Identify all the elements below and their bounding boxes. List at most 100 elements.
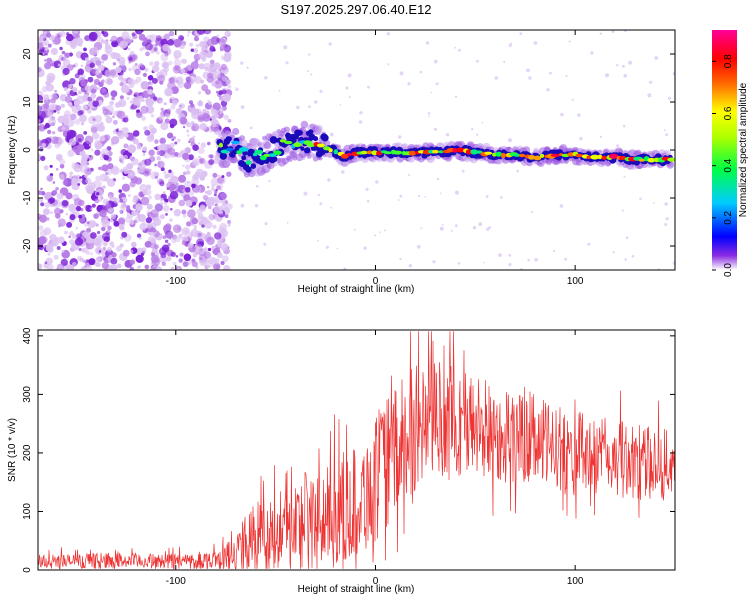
heatmap-noise-blob: [187, 30, 191, 34]
heatmap-noise-blob: [90, 148, 94, 152]
heatmap-noise-blob: [197, 100, 204, 107]
heatmap-noise-blob: [38, 190, 43, 195]
heatmap-noise-blob: [158, 99, 163, 104]
heatmap-noise-blob: [187, 242, 194, 249]
heatmap-noise-blob: [206, 264, 210, 268]
heatmap-noise-blob: [111, 40, 119, 48]
heatmap-ridge-peak: [608, 153, 619, 159]
heatmap-noise-blob: [191, 123, 200, 132]
heatmap-noise-blob: [84, 85, 91, 92]
heatmap-noise-blob: [87, 76, 94, 83]
heatmap-noise-blob: [101, 262, 109, 270]
colorbar-tick-label: 0.6: [723, 106, 734, 120]
heatmap-noise-blob: [44, 59, 47, 62]
heatmap-noise-blob: [111, 96, 115, 101]
heatmap-noise-blob: [213, 193, 217, 197]
heatmap-noise-blob: [44, 261, 48, 265]
heatmap-noise-blob: [207, 99, 210, 103]
heatmap-ridge-core: [226, 136, 232, 142]
heatmap-faint-dot: [407, 82, 411, 86]
heatmap-faint-dot: [639, 197, 642, 201]
heatmap-faint-dot: [533, 41, 538, 45]
heatmap-noise-blob: [46, 83, 54, 92]
heatmap-noise-blob: [134, 216, 141, 223]
heatmap-noise-blob: [88, 144, 92, 147]
heatmap-noise-blob: [150, 209, 159, 218]
heatmap-noise-blob: [139, 47, 144, 52]
heatmap-noise-blob: [190, 61, 199, 70]
heatmap-noise-blob: [182, 261, 189, 267]
heatmap-noise-blob: [139, 184, 148, 192]
heatmap-noise-blob: [124, 35, 132, 44]
heatmap-noise-blob: [93, 179, 102, 189]
heatmap-ridge-core: [297, 129, 303, 136]
heatmap-noise-blob: [101, 30, 105, 35]
heatmap-noise-blob: [47, 129, 52, 135]
heatmap-noise-blob: [84, 234, 88, 238]
heatmap-noise-blob: [214, 232, 222, 240]
heatmap-noise-blob: [99, 209, 107, 218]
heatmap-noise-blob: [83, 93, 89, 100]
heatmap-noise-blob: [119, 95, 124, 100]
heatmap-faint-dot: [527, 259, 530, 262]
heatmap-noise-blob: [130, 172, 134, 176]
heatmap-noise-blob: [55, 187, 59, 191]
heatmap-ridge-halo: [300, 120, 309, 129]
heatmap-faint-dot: [476, 133, 479, 136]
heatmap-faint-dot: [353, 228, 356, 231]
heatmap-noise-blob: [216, 185, 221, 190]
heatmap-noise-blob: [142, 146, 148, 152]
heatmap-noise-blob: [158, 115, 165, 121]
heatmap-noise-blob: [194, 36, 199, 42]
heatmap-noise-blob: [40, 187, 43, 191]
heatmap-noise-blob: [150, 238, 156, 244]
heatmap-noise-blob: [216, 241, 223, 248]
heatmap-noise-blob: [150, 114, 155, 118]
heatmap-noise-blob: [131, 54, 138, 60]
heatmap-noise-blob: [191, 183, 196, 189]
heatmap-noise-blob: [41, 143, 46, 148]
heatmap-noise-blob: [38, 119, 41, 123]
heatmap-ridge-peak: [371, 150, 378, 156]
heatmap-noise-blob: [189, 216, 198, 225]
heatmap-faint-dot: [384, 229, 386, 232]
heatmap-noise-blob: [212, 48, 216, 52]
heatmap-ridge-peak: [438, 150, 444, 154]
heatmap-faint-dot: [457, 262, 461, 265]
heatmap-noise-blob: [151, 77, 158, 84]
heatmap-noise-blob: [207, 141, 211, 146]
heatmap-noise-blob: [208, 159, 215, 166]
heatmap-faint-dot: [454, 46, 456, 49]
heatmap-noise-blob: [61, 126, 65, 131]
heatmap-faint-dot: [240, 203, 245, 208]
heatmap-faint-dot: [365, 187, 369, 191]
heatmap-noise-blob: [188, 154, 194, 161]
heatmap-noise-blob: [110, 257, 118, 265]
heatmap-faint-dot: [330, 206, 333, 209]
heatmap-faint-dot: [359, 111, 363, 115]
heatmap-noise-blob: [173, 209, 181, 217]
heatmap-faint-dot: [263, 242, 267, 246]
heatmap-faint-dot: [621, 64, 625, 68]
heatmap-faint-dot: [622, 124, 626, 128]
heatmap-noise-blob: [162, 62, 168, 68]
heatmap-noise-blob: [196, 249, 202, 254]
heatmap-noise-blob: [50, 62, 55, 67]
heatmap-faint-dot: [621, 209, 624, 212]
heatmap-noise-blob: [71, 234, 77, 239]
heatmap-noise-blob: [192, 201, 197, 206]
heatmap-faint-dot: [425, 41, 430, 45]
heatmap-noise-blob: [134, 63, 138, 66]
heatmap-noise-blob: [188, 100, 194, 105]
colorbar-tick-label: 0.4: [723, 158, 734, 172]
heatmap-faint-dot: [285, 61, 289, 65]
heatmap-noise-blob: [63, 87, 68, 92]
heatmap-noise-blob: [91, 203, 96, 208]
heatmap-noise-blob: [43, 208, 50, 216]
heatmap-noise-blob: [220, 192, 228, 200]
heatmap-noise-blob: [203, 247, 208, 252]
heatmap-noise-blob: [188, 190, 195, 196]
heatmap-noise-blob: [179, 252, 184, 257]
heatmap-noise-blob: [40, 34, 47, 40]
heatmap-faint-dot: [439, 226, 444, 231]
